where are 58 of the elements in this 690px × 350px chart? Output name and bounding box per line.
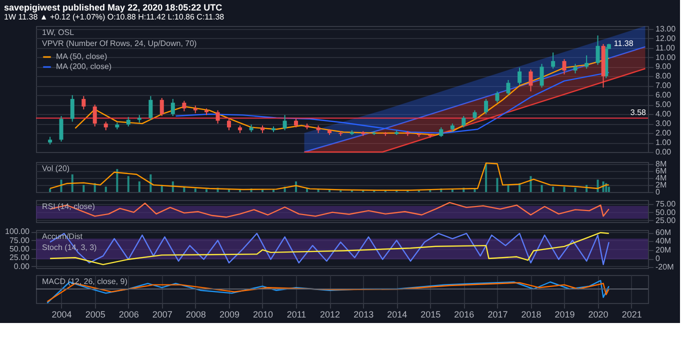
y-tick-label: 25.00 <box>656 216 676 225</box>
y-tick-label: 50.00 <box>9 244 30 254</box>
y-tick-label: 25.00 <box>9 253 30 262</box>
y-tick-label: 75.00 <box>656 200 676 209</box>
legend-label: MA (50, close) <box>56 52 108 61</box>
chart-subtitle: 1W 11.38 ▲ +0.12 (+1.07%) O:10.88 H:11.42 L:10.86 C:11.38 <box>4 12 225 22</box>
y-tick-label: 4.00 <box>656 110 672 119</box>
y-tick-label: 0.00 <box>656 148 672 156</box>
x-tick-label: 2009 <box>219 310 240 320</box>
y-tick-label: 8.00 <box>656 72 672 81</box>
y-tick-label: 2.00 <box>656 128 672 138</box>
x-tick-label: 2016 <box>454 310 474 320</box>
y-tick-label: 0.00 <box>14 262 30 271</box>
y-tick-label: 2M <box>656 180 667 190</box>
y-tick-label: 12.00 <box>656 34 676 43</box>
y-tick-label: 9.00 <box>656 62 672 72</box>
x-tick-label: 2012 <box>320 310 340 320</box>
x-tick-label: 2004 <box>52 310 72 320</box>
x-tick-label: 2017 <box>488 310 508 320</box>
y-tick-label: 13.00 <box>656 24 676 34</box>
x-tick-label: 2005 <box>85 310 106 320</box>
x-tick-label: 2020 <box>588 310 608 320</box>
y-tick-label: 4M <box>656 173 667 182</box>
y-tick-label: 11.00 <box>656 43 676 52</box>
y2-tick-label: 40M <box>656 236 672 246</box>
x-tick-label: 2021 <box>622 310 642 320</box>
ref-line-label: 3.58 <box>630 108 647 118</box>
x-tick-label: 2008 <box>186 310 206 320</box>
y-tick-label: 50.00 <box>656 208 676 217</box>
y-tick-label: 10.00 <box>656 52 676 62</box>
x-tick-label: 2010 <box>252 310 274 320</box>
y-tick-label: 75.00 <box>9 236 30 245</box>
x-tick-label: 2007 <box>152 310 172 320</box>
y2-tick-label: 20M <box>656 245 672 254</box>
chart-title: savepigiwest published May 22, 2020 18:05:22 UTC <box>4 2 223 12</box>
annotation: 1W, OSL <box>42 28 75 37</box>
legend-label: MA (200, close) <box>56 62 112 71</box>
chart-title: Vol (20) <box>42 164 70 173</box>
x-tick-label: 2015 <box>420 310 441 320</box>
y-tick-label: 1.00 <box>656 138 672 148</box>
y2-tick-label: -20M <box>656 262 674 272</box>
annotation: 11.38 <box>614 39 634 48</box>
y-tick-label: 6.00 <box>656 90 672 100</box>
y2-tick-label: 60M <box>656 228 672 238</box>
y-tick-label: 0 <box>656 188 660 196</box>
x-tick-label: 2018 <box>521 310 542 320</box>
x-tick-label: 2011 <box>286 310 306 320</box>
x-tick-label: 2014 <box>387 310 408 320</box>
y-tick-label: 100.00 <box>5 227 30 236</box>
y-tick-label: 6M <box>656 166 667 176</box>
x-tick-label: 2013 <box>354 310 374 320</box>
y-tick-label: 5.00 <box>656 100 672 110</box>
annotation: VPVR (Number Of Rows, 24, Up/Down, 70) <box>42 39 198 48</box>
x-tick-label: 2006 <box>118 310 139 320</box>
x-tick-label: 2019 <box>554 310 575 320</box>
y-tick-label: 3.00 <box>656 119 672 128</box>
y-tick-label: 7.00 <box>656 81 672 90</box>
y-tick-label: 8M <box>656 159 667 168</box>
